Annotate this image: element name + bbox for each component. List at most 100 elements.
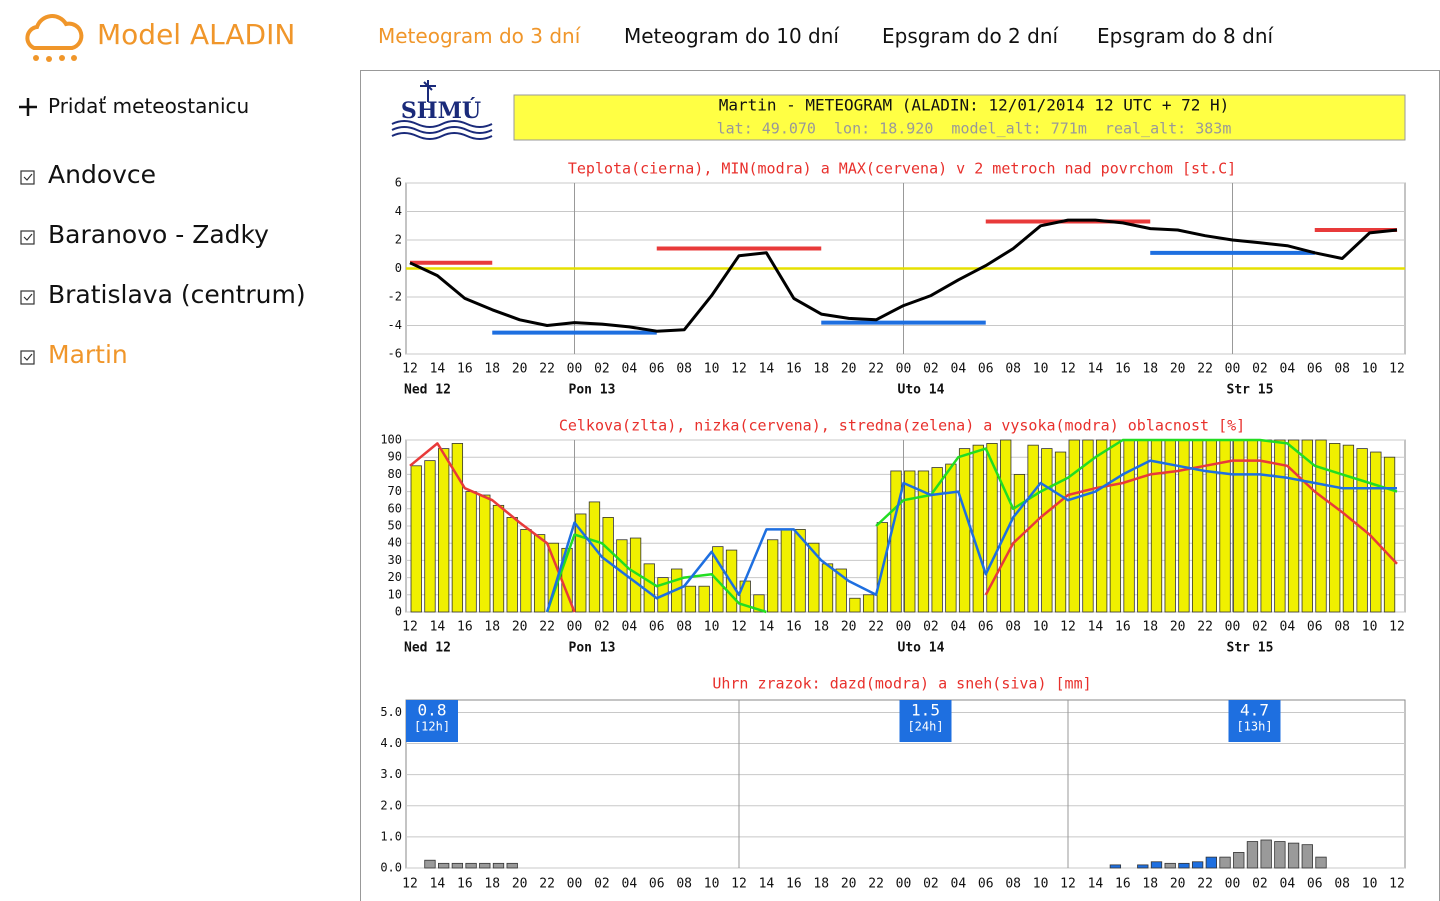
bar	[438, 448, 450, 613]
bar	[1246, 439, 1259, 613]
y-tick-label: -6	[388, 347, 402, 361]
bar	[1246, 841, 1259, 869]
bar	[945, 463, 957, 613]
x-tick-label: 00	[896, 877, 912, 892]
station[interactable]: Baranovo - Zadky	[48, 220, 269, 249]
x-tick-label: 14	[430, 362, 446, 377]
annotation-value: 4.7	[1240, 701, 1269, 720]
bar	[424, 859, 436, 869]
bar	[917, 470, 930, 613]
station[interactable]: Martin	[48, 340, 128, 369]
x-tick-label: 08	[1334, 620, 1350, 635]
y-tick-label: 100	[380, 433, 402, 447]
y-tick-label: -4	[388, 318, 402, 332]
shmu-logo: SHMÚ	[391, 80, 493, 140]
bar	[931, 467, 943, 613]
bar	[684, 585, 697, 613]
x-tick-label: 14	[1088, 877, 1104, 892]
x-tick-label: 04	[951, 620, 967, 635]
bar	[1383, 456, 1396, 613]
x-tick-label: 16	[457, 362, 473, 377]
bar	[1137, 864, 1149, 869]
bar	[588, 501, 601, 613]
add-station[interactable]: Pridať meteostanicu	[48, 94, 250, 118]
x-tick-label: 18	[813, 877, 829, 892]
bar	[1205, 856, 1217, 869]
x-tick-label: 00	[1225, 877, 1241, 892]
x-tick-label: 04	[1280, 877, 1296, 892]
bar	[410, 465, 422, 613]
x-tick-label: 18	[484, 362, 500, 377]
y-tick-label: 50	[388, 519, 402, 533]
x-tick-label: 04	[1280, 362, 1296, 377]
y-tick-label: 2	[395, 233, 402, 247]
station[interactable]: Bratislava (centrum)	[48, 280, 306, 309]
app-logo	[25, 14, 84, 62]
bar	[643, 563, 655, 613]
annotation-value: 0.8	[418, 701, 447, 720]
x-tick-label: 10	[1362, 620, 1378, 635]
x-tick-label: 10	[1033, 620, 1049, 635]
bar	[1329, 443, 1341, 613]
y-tick-label: 70	[388, 484, 402, 498]
x-tick-label: 02	[594, 362, 610, 377]
bar	[479, 862, 491, 869]
meteogram-title: Martin - METEOGRAM (ALADIN: 12/01/2014 1…	[719, 96, 1230, 115]
bar	[1301, 439, 1313, 613]
logo-text: SHMÚ	[401, 97, 481, 124]
x-tick-label: 20	[1170, 877, 1186, 892]
y-tick-label: 4	[395, 204, 402, 218]
x-tick-label: 08	[1005, 620, 1021, 635]
x-tick-label: 08	[676, 362, 692, 377]
x-tick-label: 22	[868, 877, 884, 892]
bar	[1054, 451, 1067, 613]
chart-title: Teplota(cierna), MIN(modra) a MAX(cerven…	[568, 160, 1236, 178]
x-tick-label: 10	[704, 620, 720, 635]
station[interactable]: Andovce	[48, 160, 157, 189]
x-tick-label: 14	[759, 362, 775, 377]
annotation-box	[899, 700, 952, 742]
x-tick-label: 02	[594, 877, 610, 892]
tab[interactable]: Epsgram do 8 dní	[1097, 24, 1274, 48]
x-tick-label: 02	[1252, 362, 1268, 377]
x-tick-label: 08	[1005, 877, 1021, 892]
x-tick-label: 02	[923, 877, 939, 892]
y-tick-label: 10	[388, 587, 402, 601]
bar	[1274, 439, 1286, 613]
x-tick-label: 18	[484, 877, 500, 892]
tab[interactable]: Meteogram do 3 dní	[378, 24, 581, 48]
y-tick-label: 2.0	[380, 798, 402, 812]
bar	[1082, 439, 1094, 613]
chart-title: Celkova(zlta), nizka(cervena), stredna(z…	[559, 417, 1245, 435]
bar	[520, 529, 532, 613]
x-tick-label: 00	[896, 362, 912, 377]
annotation-value: 1.5	[911, 701, 940, 720]
day-label: Ned 12	[404, 383, 451, 398]
plus-icon[interactable]	[18, 97, 38, 117]
x-tick-label: 12	[1060, 620, 1076, 635]
bar	[835, 568, 847, 613]
day-label: Ned 12	[404, 641, 451, 656]
y-tick-label: 40	[388, 536, 402, 550]
bar	[986, 443, 998, 613]
annotation-label: [13h]	[1236, 720, 1272, 734]
y-tick-label: 80	[388, 467, 402, 481]
tab[interactable]: Epsgram do 2 dní	[882, 24, 1059, 48]
annotation-label: [12h]	[414, 720, 450, 734]
bar	[1287, 439, 1300, 613]
bar	[1219, 439, 1231, 613]
bar	[1274, 841, 1286, 869]
x-tick-label: 06	[649, 362, 665, 377]
day-label: Pon 13	[569, 383, 616, 398]
x-tick-label: 16	[786, 877, 802, 892]
checkboxes[interactable]	[20, 170, 36, 370]
bar	[780, 529, 793, 613]
bar	[1219, 856, 1231, 869]
bar	[506, 517, 518, 613]
bar	[1260, 439, 1272, 613]
tab[interactable]: Meteogram do 10 dní	[624, 24, 839, 48]
x-tick-label: 04	[951, 877, 967, 892]
x-tick-label: 14	[430, 620, 446, 635]
bar	[1109, 439, 1122, 613]
bar	[862, 594, 875, 613]
